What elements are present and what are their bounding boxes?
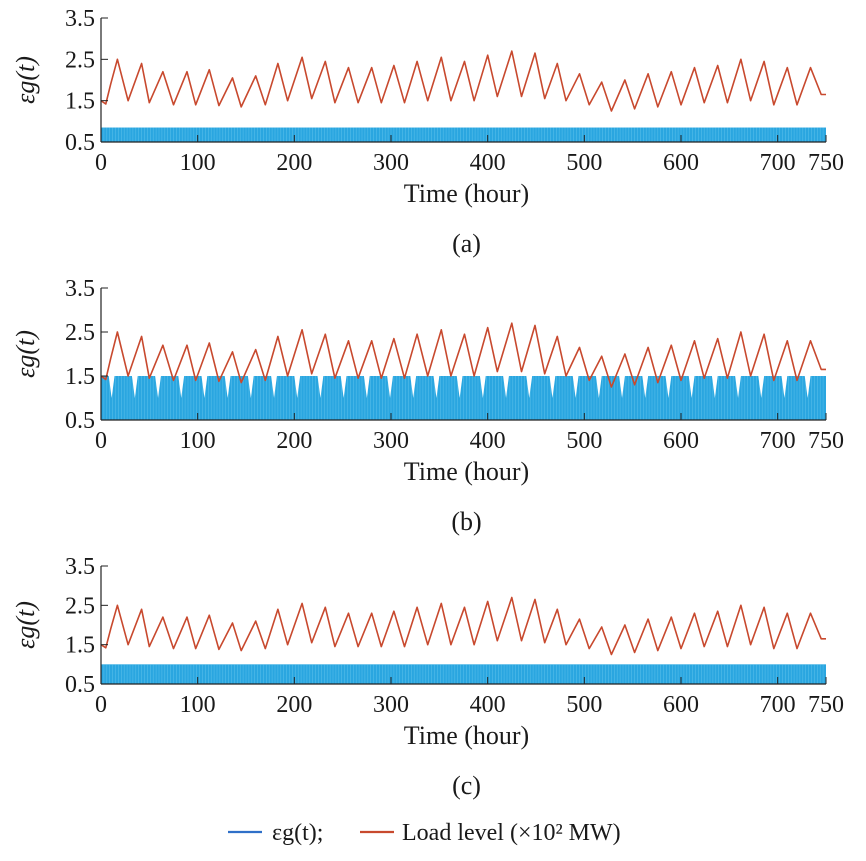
x-tick-label: 750 [808,428,844,454]
series-load-level-line [100,596,826,656]
eps-band-notch [642,376,649,398]
legend: εg(t); Load level (×10² MW) [228,820,621,846]
y-tick-label: 3.5 [65,554,95,580]
eps-band-notch [688,376,695,398]
series-load-level-line [100,50,826,112]
y-tick-label: 1.5 [65,89,95,115]
x-tick-label: 0 [95,150,107,176]
x-axis-label: Time (hour) [404,179,529,208]
x-tick-label: 300 [373,428,409,454]
x-axis-label: Time (hour) [404,721,529,750]
y-tick-label: 2.5 [65,593,95,619]
chart-panel-1: 0.5 1.5 2.5 3.5 0 100 200 300 400 500 600 700 750 Tim… [11,6,844,258]
y-tick-label: 1.5 [65,364,95,390]
eps-band-notch [572,376,579,398]
eps-band-notch [456,376,463,398]
y-axis-label: εg(t) [11,56,40,104]
x-tick-label: 750 [808,150,844,176]
eps-band-notch [503,376,509,398]
y-tick-label: 1.5 [65,633,95,659]
eps-band-notch [619,376,625,398]
eps-band-notch [549,376,556,398]
chart-panel-3: 0.5 1.5 2.5 3.5 0 100 200 300 400 500 600 700 750 Tim… [11,554,844,800]
y-tick-label: 0.5 [65,672,95,698]
eps-band-notch [410,376,417,398]
y-tick-label: 3.5 [65,6,95,32]
x-tick-label: 500 [566,150,602,176]
x-tick-label: 0 [95,428,107,454]
x-tick-label: 400 [470,692,506,718]
x-tick-label: 600 [663,428,699,454]
series-load-level-line [100,322,826,388]
eps-band-notch [665,376,672,398]
x-axis-label: Time (hour) [404,457,529,486]
x-tick-label: 500 [566,428,602,454]
chart-panel-2: 0.5 1.5 2.5 3.5 0 100 200 300 400 500 600 700 750 Tim… [11,276,844,536]
eps-band-notch [224,376,231,398]
y-axis-label: εg(t) [11,330,40,378]
eps-band-notch [294,376,301,398]
series-eps-band [100,376,826,420]
x-tick-label: 100 [180,428,216,454]
eps-band-notch [108,376,115,398]
x-tick-label: 100 [180,150,216,176]
eps-band-notch [387,376,393,398]
eps-band-notch [247,376,254,398]
y-tick-label: 2.5 [65,320,95,346]
x-tick-label: 200 [276,150,312,176]
series-eps-band [100,127,826,142]
x-tick-label: 0 [95,692,107,718]
x-tick-label: 300 [373,150,409,176]
eps-band-notch [595,376,602,398]
eps-band-notch [526,376,533,398]
eps-band-notch [479,376,486,398]
panel-caption: (c) [452,771,481,800]
eps-band-notch [711,376,718,398]
panel-caption: (a) [452,229,481,258]
x-tick-label: 500 [566,692,602,718]
x-tick-label: 400 [470,150,506,176]
x-tick-label: 750 [808,692,844,718]
legend-load-label: Load level (×10² MW) [402,820,621,846]
eps-band-notch [433,376,440,398]
eps-band-notch [271,376,277,398]
x-tick-label: 300 [373,692,409,718]
x-tick-label: 600 [663,692,699,718]
chart-panels: 0.5 1.5 2.5 3.5 0 100 200 300 400 500 600 700 750 Tim… [11,6,844,800]
y-tick-label: 2.5 [65,47,95,73]
eps-band-notch [317,376,324,398]
legend-eps-label: εg(t); [272,820,323,846]
x-tick-label: 100 [180,692,216,718]
eps-band-notch [781,376,788,398]
panel-caption: (b) [451,507,481,536]
eps-band-notch [178,376,185,398]
x-tick-label: 200 [276,692,312,718]
y-tick-label: 0.5 [65,408,95,434]
x-tick-label: 700 [760,150,796,176]
x-tick-label: 600 [663,150,699,176]
y-axis-label: εg(t) [11,601,40,649]
x-tick-label: 200 [276,428,312,454]
y-tick-label: 3.5 [65,276,95,302]
eps-band-notch [363,376,370,398]
eps-band-notch [735,376,741,398]
eps-band-notch [340,376,347,398]
eps-band-notch [201,376,208,398]
eps-band-notch [131,376,138,398]
series-eps-band [100,664,826,684]
x-tick-label: 700 [760,428,796,454]
x-tick-label: 700 [760,692,796,718]
x-tick-label: 400 [470,428,506,454]
eps-band-notch [804,376,811,398]
y-tick-label: 0.5 [65,130,95,156]
eps-band-notch [758,376,765,398]
eps-band-notch [155,376,161,398]
